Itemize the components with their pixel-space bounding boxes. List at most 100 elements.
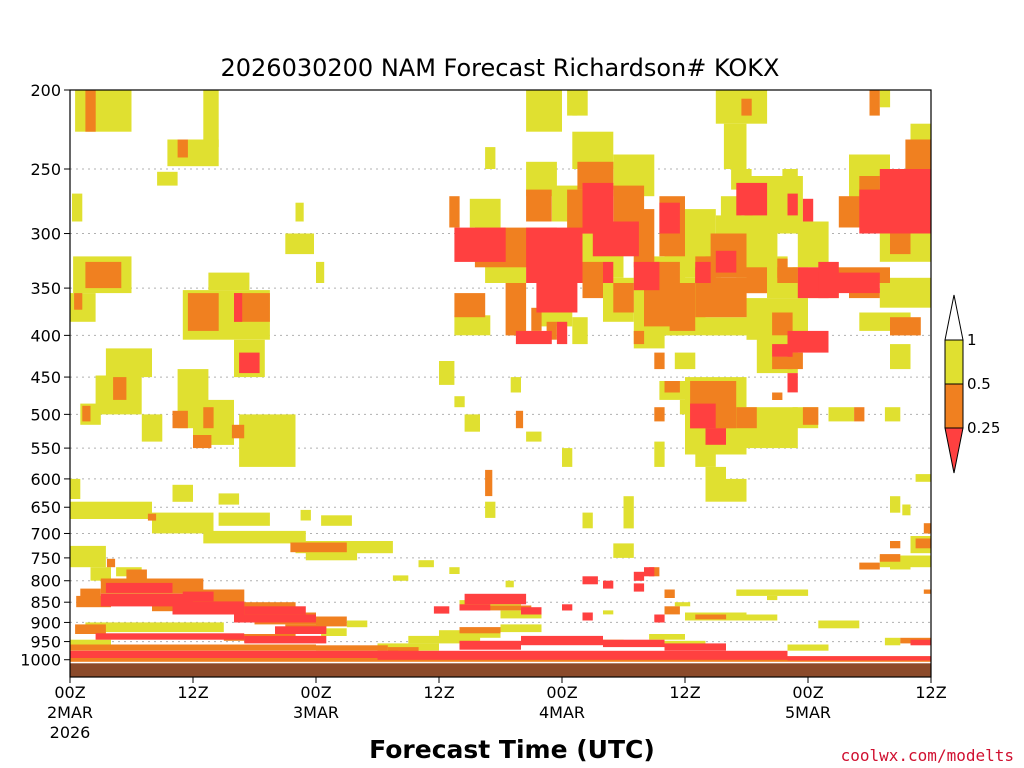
ri-region-high [418, 560, 434, 568]
ri-region-high [884, 637, 901, 646]
ri-region-high [90, 567, 111, 581]
ri-region-mid [772, 392, 783, 400]
ri-region-low [772, 344, 793, 357]
ri-region-high [705, 317, 747, 336]
ri-region-high [705, 466, 726, 502]
ri-region-high [674, 352, 696, 370]
ri-region-mid [772, 312, 793, 336]
ri-region-high [208, 272, 250, 291]
ri-region-high [408, 635, 481, 644]
ri-region-high [469, 198, 501, 228]
ri-region-high [239, 414, 296, 467]
ri-region-low [654, 614, 665, 623]
ri-region-high [685, 209, 716, 234]
ri-region-mid [664, 606, 680, 615]
y-axis: 200 250 300 350 400 450 500 550 600 650 700 750 800 8… [20, 81, 70, 670]
heatmap-regions [70, 90, 932, 677]
ri-region-high [787, 644, 829, 651]
ri-region-high [879, 90, 891, 108]
ri-region-high [572, 90, 588, 116]
ri-region-high [603, 610, 614, 615]
ri-region-mid [74, 293, 83, 310]
ri-region-high [695, 454, 716, 467]
ri-region-high [285, 233, 314, 255]
ri-region-low [536, 283, 578, 313]
ri-region-high [439, 630, 501, 638]
ri-region-high [915, 474, 931, 482]
ri-region-mid [70, 644, 316, 651]
ri-region-high [797, 221, 829, 268]
ri-region-high [485, 501, 496, 518]
ri-region-high [500, 624, 542, 633]
ri-region-high [623, 496, 634, 529]
ri-region-mid [695, 614, 727, 620]
ri-region-low [182, 591, 214, 602]
ri-region-mid [85, 261, 122, 289]
ri-region-low [562, 604, 573, 611]
ri-region-high [75, 90, 132, 132]
ri-region-low [275, 626, 327, 634]
y-tick-label: 650 [30, 498, 61, 517]
ri-region-low [105, 582, 173, 593]
ri-region-high [562, 448, 573, 467]
ri-region-high [720, 196, 742, 222]
ri-region-high [654, 441, 665, 467]
ri-region-high [152, 512, 214, 534]
ri-region-high [172, 484, 193, 502]
ri-region-high [346, 620, 368, 628]
ri-region-low [787, 373, 798, 393]
ri-region-high [70, 293, 96, 322]
credit-link[interactable]: coolwx.com/modelts [841, 746, 1014, 765]
x-tick-year: 2026 [50, 723, 91, 742]
ri-region-high [85, 622, 224, 633]
x-tick-label: 12Z [669, 683, 700, 702]
ri-region-low [879, 169, 932, 234]
ri-region-low [695, 261, 711, 283]
ri-region-high [736, 589, 809, 596]
ri-region-high [203, 530, 306, 544]
ri-region-low [239, 352, 260, 374]
ri-region-mid [316, 645, 388, 651]
ri-region-low [787, 193, 798, 216]
ri-region-high [485, 147, 496, 169]
ri-region-high [305, 552, 358, 561]
ri-region-high [454, 315, 491, 336]
ri-region-mid [890, 317, 921, 336]
ri-region-mid [526, 189, 552, 222]
ri-region-mid [515, 410, 524, 429]
ri-region-high [884, 407, 901, 422]
ri-region-mid [82, 405, 91, 422]
ri-region-low [582, 576, 598, 585]
ri-region-mid [80, 588, 101, 598]
ri-region-mid [859, 562, 880, 570]
ri-region-low [521, 607, 542, 615]
ri-region-low [603, 580, 614, 589]
ri-region-low [633, 583, 645, 592]
ri-region-mid [505, 283, 527, 336]
ri-region-low [556, 321, 568, 345]
ri-region-low [818, 272, 880, 294]
ri-region-low [633, 571, 645, 581]
ri-region-mid [879, 554, 901, 562]
ri-region-high [464, 414, 480, 432]
ri-region-mid [582, 261, 603, 299]
ri-region-mid [915, 538, 931, 549]
ri-region-high [782, 169, 798, 186]
ri-region-low [526, 227, 583, 283]
ri-region-low [644, 567, 655, 577]
ri-region-mid [193, 435, 212, 449]
legend-arrow-top [944, 294, 964, 341]
y-tick-label: 500 [30, 405, 61, 424]
ri-region-high [572, 317, 588, 345]
ri-region-mid [746, 267, 767, 294]
ri-region-high [316, 261, 325, 283]
ri-region-mid [187, 293, 219, 331]
y-tick-label: 350 [30, 279, 61, 298]
ri-region-high [756, 228, 778, 257]
ri-region-mid [741, 98, 752, 116]
x-tick-label: 00Z [54, 683, 85, 702]
ri-region-mid [869, 90, 880, 116]
x-tick-label: 00Z [792, 683, 823, 702]
